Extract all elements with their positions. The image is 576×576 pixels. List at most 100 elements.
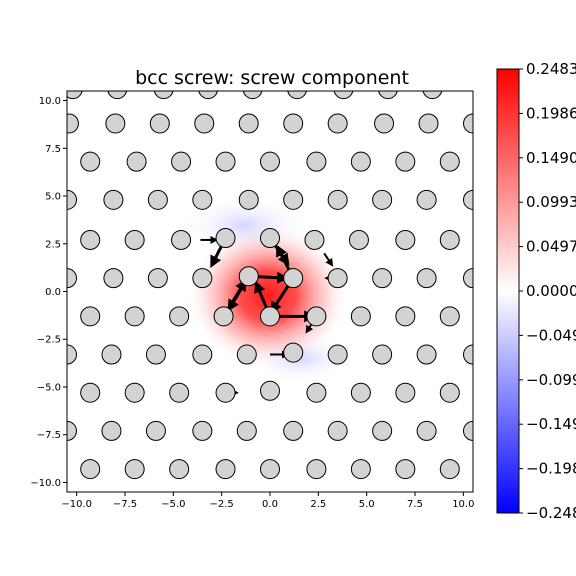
colorbar <box>496 68 520 514</box>
atom-marker <box>169 382 190 403</box>
colorbar-tick-label: −0.0993 <box>526 371 576 389</box>
colorbar-tick-label: 0.2483 <box>526 60 576 78</box>
atom-marker <box>171 229 192 250</box>
x-tick-label: 0.0 <box>262 499 278 510</box>
atom-marker <box>236 420 257 441</box>
colorbar-tick-label: 0.0000 <box>526 282 576 300</box>
colorbar-tick-label: 0.0497 <box>526 238 576 256</box>
atom-marker <box>169 459 190 480</box>
atom-marker <box>124 382 145 403</box>
atom-marker <box>350 382 371 403</box>
atom-marker <box>439 229 460 250</box>
atom-marker <box>171 151 192 172</box>
y-tick-label: −7.5 <box>37 430 61 441</box>
atom-marker <box>147 189 168 210</box>
atom-marker <box>67 420 77 441</box>
atom-marker <box>372 268 393 289</box>
y-tick-label: 0.0 <box>45 287 61 298</box>
atom-marker <box>395 382 416 403</box>
colorbar-tick-label: −0.2483 <box>526 504 576 522</box>
atom-marker <box>348 229 369 250</box>
atom-marker <box>147 268 168 289</box>
atom-marker <box>327 189 348 210</box>
atom-marker <box>283 268 304 289</box>
atom-marker <box>169 306 190 327</box>
atom-marker <box>439 382 460 403</box>
atom-marker <box>192 189 213 210</box>
x-tick-label: −5.0 <box>161 499 185 510</box>
atom-marker <box>215 228 236 249</box>
x-tick-label: 2.5 <box>310 499 326 510</box>
atom-marker <box>238 189 259 210</box>
atom-marker <box>439 306 460 327</box>
atom-marker <box>192 268 213 289</box>
y-tick-label: 10.0 <box>39 96 61 107</box>
atom-marker <box>350 459 371 480</box>
x-tick-label: −2.5 <box>210 499 234 510</box>
atom-marker <box>260 151 280 172</box>
atom-marker <box>80 306 101 327</box>
atom-marker <box>306 151 327 172</box>
chart-title: bcc screw: screw component <box>135 67 409 89</box>
atom-marker <box>416 189 437 210</box>
atom-marker <box>242 91 263 100</box>
atom-marker <box>372 420 393 441</box>
atom-marker <box>67 189 77 210</box>
atom-marker <box>372 344 393 365</box>
atom-marker <box>260 380 280 401</box>
atom-marker <box>327 268 348 289</box>
atom-marker <box>126 151 147 172</box>
atom-marker <box>80 229 101 250</box>
atom-marker <box>215 151 236 172</box>
x-tick-label: 10.0 <box>452 499 474 510</box>
atom-marker <box>350 306 371 327</box>
colorbar-tick-label: −0.1490 <box>526 415 576 433</box>
atom-marker <box>395 459 416 480</box>
atom-marker <box>395 229 416 250</box>
y-tick-label: −2.5 <box>37 335 61 346</box>
atom-marker <box>80 151 101 172</box>
atom-marker <box>101 420 122 441</box>
atom-marker <box>260 228 280 249</box>
atom-marker <box>350 151 371 172</box>
atom-marker <box>463 344 473 365</box>
atom-marker <box>67 91 83 100</box>
atom-marker <box>306 306 327 327</box>
atom-marker <box>283 113 304 134</box>
atom-marker <box>67 113 79 134</box>
atom-marker <box>145 344 166 365</box>
atom-marker <box>80 382 101 403</box>
colorbar-tick-label: 0.1490 <box>526 149 576 167</box>
displacement-arrow <box>323 252 334 267</box>
atom-marker <box>416 268 437 289</box>
colorbar-tick-label: 0.0993 <box>526 193 576 211</box>
x-tick-label: −10.0 <box>61 499 92 510</box>
y-tick-label: −5.0 <box>37 382 61 393</box>
atom-marker <box>283 189 304 210</box>
atom-marker <box>124 229 145 250</box>
atom-marker <box>101 344 122 365</box>
colorbar-tick-label: −0.1986 <box>526 460 576 478</box>
y-tick-label: 5.0 <box>45 192 61 203</box>
atom-marker <box>215 382 236 403</box>
atom-marker <box>439 459 460 480</box>
atom-marker <box>194 113 215 134</box>
atom-marker <box>153 91 174 100</box>
atom-marker <box>238 113 259 134</box>
y-tick-label: 2.5 <box>45 239 61 250</box>
atom-marker <box>107 91 128 100</box>
atom-marker <box>416 420 437 441</box>
atom-marker <box>198 91 218 100</box>
atom-marker <box>103 189 124 210</box>
atom-marker <box>422 91 443 100</box>
atom-marker <box>374 113 395 134</box>
atom-marker <box>463 189 473 210</box>
colorbar-tick-label: −0.0497 <box>526 326 576 344</box>
atom-marker <box>215 459 236 480</box>
x-tick-label: −7.5 <box>113 499 137 510</box>
atom-marker <box>213 306 234 327</box>
x-tick-label: 5.0 <box>359 499 375 510</box>
atom-marker <box>236 344 257 365</box>
atom-marker <box>80 459 101 480</box>
